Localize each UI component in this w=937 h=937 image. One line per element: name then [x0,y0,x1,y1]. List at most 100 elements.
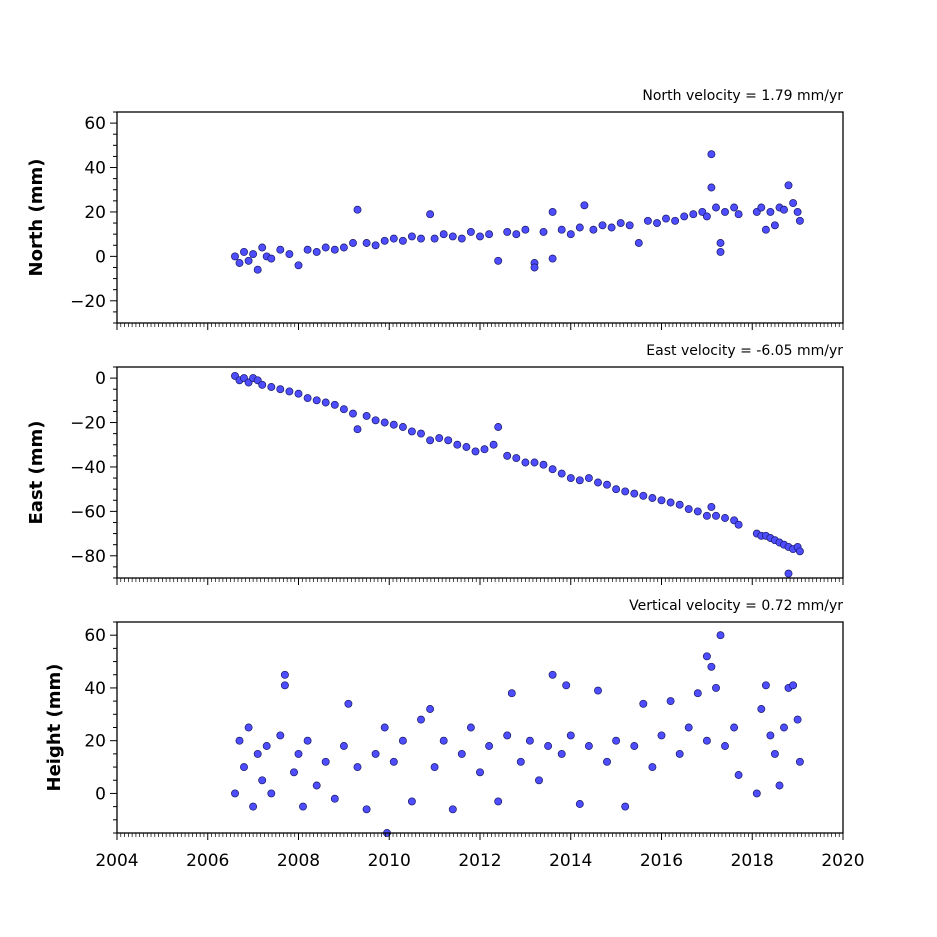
data-point [671,216,680,225]
data-point [280,670,289,679]
data-point [253,265,262,274]
data-point [648,763,657,772]
data-point [535,776,543,785]
data-point [521,458,530,467]
data-point [566,230,575,239]
data-point [557,749,566,758]
data-point [426,210,435,219]
data-point [621,802,630,811]
data-point [407,797,416,806]
data-point [344,699,353,708]
data-point [539,460,548,469]
data-point [575,223,584,232]
data-point [789,681,798,690]
data-point [462,443,471,451]
data-point [707,183,716,192]
data-point [417,234,425,243]
y-tick-label: −20 [70,414,106,434]
data-point [734,520,743,529]
data-point [371,749,380,758]
y-axis-label: North (mm) [26,159,47,277]
data-point [730,723,739,732]
data-point [716,631,725,640]
y-tick-label: 40 [84,159,106,179]
data-point [430,234,439,243]
data-point [734,771,743,779]
y-tick-label: 60 [84,114,106,134]
data-point [426,436,435,445]
x-tick-label: 2010 [368,851,411,871]
data-point [662,214,670,223]
data-point [240,763,248,772]
data-point [453,440,462,449]
data-point [435,434,444,443]
data-point [707,662,716,671]
data-point [503,451,512,460]
y-tick-label: −80 [70,547,106,567]
data-point [512,230,521,239]
data-point [457,234,466,243]
data-point [716,247,725,256]
data-point [303,245,312,254]
data-point [389,757,398,766]
data-point [362,805,371,814]
data-point [603,757,611,766]
data-point [244,723,253,732]
data-point [294,749,303,758]
data-point [407,427,416,436]
data-point [761,681,770,690]
data-point [580,201,589,210]
data-point [575,800,584,808]
data-point [330,245,339,254]
x-tick-label: 2018 [731,851,774,871]
data-point [494,797,503,806]
data-point [675,500,684,509]
data-point [721,207,729,216]
y-tick-label: −60 [70,502,106,522]
data-point [716,239,725,247]
data-point [584,474,593,483]
data-point [276,731,285,740]
data-point [262,742,271,750]
data-point [707,150,716,159]
data-point [584,742,593,750]
data-point [380,418,389,427]
data-point [557,225,566,234]
data-point [770,749,779,758]
data-point [231,252,239,261]
data-point [471,447,480,456]
data-point [389,234,398,243]
data-point [235,259,244,267]
data-point [795,757,804,766]
data-point [303,394,312,403]
data-point [249,250,258,259]
data-point [312,396,321,405]
data-point [643,216,652,225]
data-point [503,227,512,236]
data-point [494,256,503,265]
data-point [603,480,611,489]
data-point [285,250,294,259]
data-point [795,216,804,225]
data-point [789,199,798,208]
data-point [240,247,248,256]
data-point [589,225,598,234]
data-point [258,243,267,252]
data-point [249,802,258,811]
data-point [294,261,303,270]
data-point [721,514,729,522]
data-point [430,763,439,772]
data-point [267,383,276,391]
data-point [380,723,389,732]
data-point [303,736,312,745]
data-point [680,212,689,221]
data-point [417,429,425,438]
data-point [353,425,362,434]
data-point [398,423,407,431]
panel-2: −80 −60 −40 −20 0 East velocity = -6.05 mm/yr… [26,343,844,585]
data-point [657,731,666,740]
data-point [489,440,498,449]
data-points [231,150,804,274]
x-tick-label: 2008 [277,851,320,871]
data-point [507,689,516,698]
